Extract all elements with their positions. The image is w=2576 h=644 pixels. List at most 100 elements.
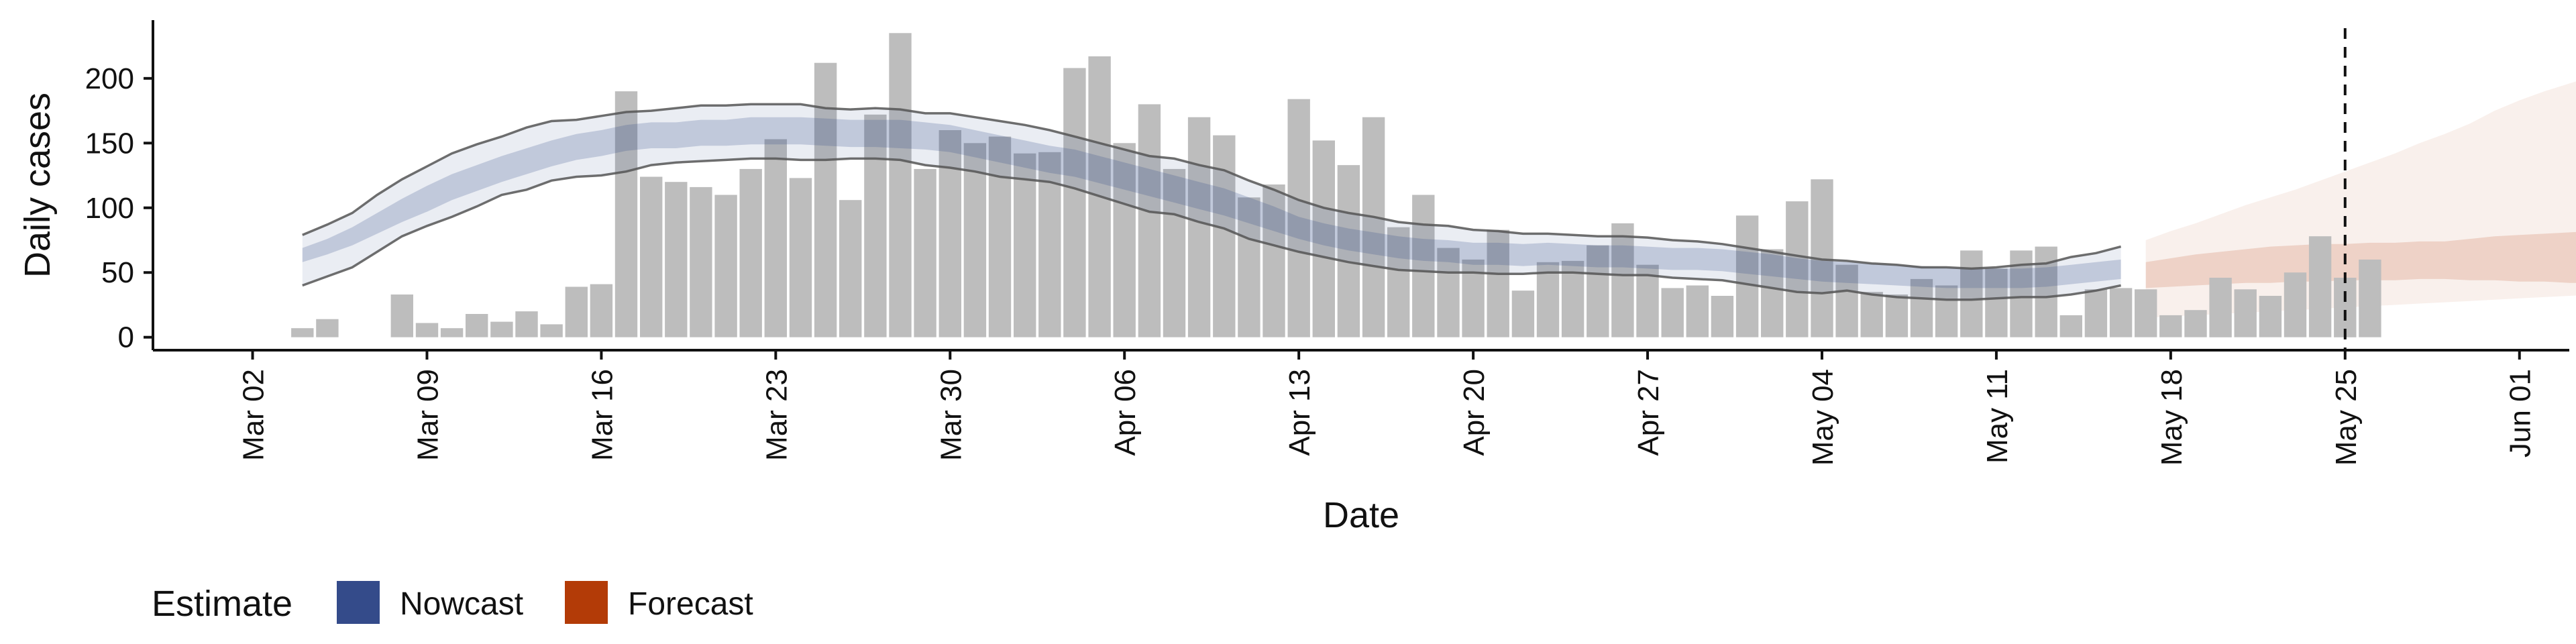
y-tick-label: 200 (85, 62, 134, 95)
case-bar (864, 114, 887, 337)
x-tick-label: Mar 23 (760, 369, 793, 461)
case-bar (515, 311, 538, 337)
nowcast-lower-line (302, 157, 2121, 301)
case-bar (789, 178, 812, 337)
x-tick-label: May 11 (1981, 369, 2014, 464)
case-bar (1163, 168, 1186, 337)
case-bar (2308, 236, 2332, 337)
case-bar (839, 200, 862, 337)
x-tick-label: May 04 (1807, 369, 1839, 466)
case-bar (1587, 245, 1609, 337)
case-bar (988, 136, 1012, 337)
case-bar (2135, 289, 2157, 337)
case-bar (2234, 289, 2257, 337)
case-bar (565, 286, 588, 337)
case-bar (1263, 184, 1285, 337)
x-tick-label: Apr 06 (1109, 369, 1142, 456)
nowcast-bands (302, 103, 2122, 301)
case-bar (889, 33, 912, 337)
case-bar (1786, 201, 1809, 337)
nowcast-inner-band (302, 117, 2121, 288)
case-bar (1187, 117, 1211, 337)
case-bar (1985, 268, 2008, 337)
legend-label-nowcast: Nowcast (400, 586, 523, 622)
case-bar (2184, 310, 2207, 337)
case-bar (1138, 104, 1161, 337)
case-bar (1935, 285, 1958, 337)
case-bar (2209, 278, 2232, 337)
case-bar (2109, 288, 2133, 337)
case-bar (1362, 117, 1385, 337)
legend-swatch-nowcast (337, 581, 380, 624)
case-bar (1312, 140, 1335, 337)
case-bar (914, 168, 936, 337)
case-bar (2284, 272, 2307, 337)
case-bar (1287, 99, 1310, 337)
y-tick-label: 100 (85, 192, 134, 225)
case-bar (291, 328, 314, 337)
legend-swatch-forecast (565, 581, 608, 624)
nowcast-outer-band (302, 104, 2121, 300)
case-bar (690, 186, 712, 337)
case-bar (2059, 315, 2082, 337)
case-bar (938, 130, 961, 337)
y-tick-label: 50 (101, 256, 134, 289)
case-bar (814, 62, 837, 337)
case-bar (1213, 135, 1236, 337)
x-tick-label: Mar 16 (586, 369, 619, 461)
case-bar (764, 139, 787, 337)
case-bar (1960, 250, 1983, 337)
x-tick-label: May 18 (2155, 369, 2188, 466)
axes (152, 20, 2569, 352)
forecast-outer-band (2145, 81, 2576, 318)
case-bar (1910, 278, 1933, 337)
x-tick-label: Apr 13 (1283, 369, 1316, 456)
y-ticks: 0 50 100 150 200 (85, 62, 153, 354)
case-bar (1536, 262, 1560, 337)
case-bar (1487, 229, 1509, 337)
case-bar (614, 91, 638, 337)
x-tick-label: May 25 (2330, 369, 2363, 466)
case-bar (1711, 296, 1734, 337)
case-bar (390, 294, 413, 337)
y-axis-title: Daily cases (17, 93, 58, 278)
x-tick-label: Apr 27 (1632, 369, 1665, 456)
case-bar (2084, 289, 2108, 337)
case-bar (2259, 296, 2282, 337)
nowcast-upper-line (302, 103, 2122, 270)
case-bar (1511, 290, 1535, 337)
case-bar (540, 324, 563, 337)
case-bar (1735, 215, 1759, 337)
case-bar (1437, 248, 1460, 337)
case-bar (316, 319, 339, 337)
case-bar (466, 314, 488, 337)
case-bar (1860, 292, 1883, 337)
legend-title: Estimate (152, 584, 292, 624)
case-bar (1611, 223, 1634, 337)
case-bar (1014, 153, 1036, 337)
case-bar (1412, 195, 1435, 337)
case-bar (640, 176, 663, 337)
case-bar (739, 168, 762, 337)
case-bar (1835, 264, 1858, 337)
case-bar (1238, 197, 1260, 337)
case-bar (1387, 227, 1410, 337)
case-bar (1661, 288, 1684, 337)
case-bar (1885, 294, 1909, 337)
case-bar (1761, 249, 1784, 337)
case-bar (2159, 315, 2182, 337)
case-bar (2359, 259, 2381, 337)
case-bar (590, 284, 613, 337)
x-tick-label: Jun 01 (2504, 369, 2537, 458)
case-bar (1063, 68, 1086, 337)
case-bars (291, 33, 2381, 337)
x-axis-title: Date (1323, 495, 1399, 535)
case-bar (963, 143, 987, 337)
legend: Estimate Nowcast Forecast (152, 581, 753, 624)
case-bar (490, 321, 513, 337)
x-ticks: Mar 02 Mar 09 Mar 16 Mar 23 Mar 30 Apr 06 Apr … (237, 350, 2537, 466)
y-tick-label: 150 (85, 127, 134, 160)
case-bar (440, 328, 464, 337)
